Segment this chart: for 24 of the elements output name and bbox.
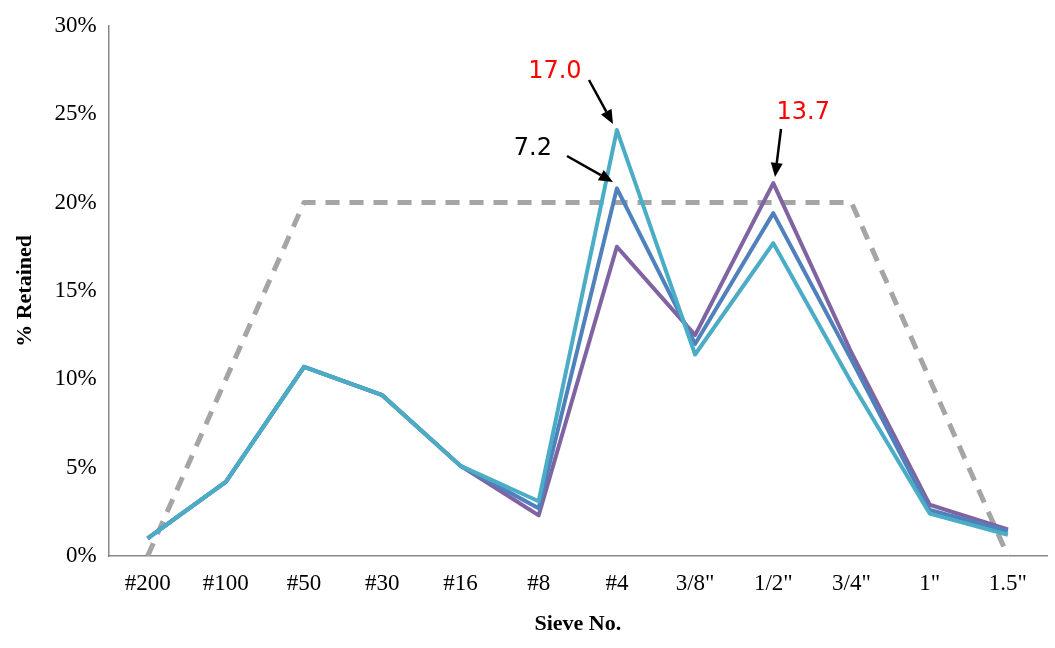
x-tick-label: #4 xyxy=(605,569,629,595)
y-tick-label: 30% xyxy=(54,11,97,37)
x-tick-label: #16 xyxy=(443,569,478,595)
x-tick-label: #8 xyxy=(527,569,551,595)
x-tick-label: #200 xyxy=(124,569,171,595)
y-tick-label: 10% xyxy=(54,365,97,391)
x-tick-label: #100 xyxy=(202,569,249,595)
y-tick-label: 20% xyxy=(54,188,97,214)
x-tick-label: 3/4" xyxy=(832,569,871,595)
x-tick-label: 1.5" xyxy=(988,569,1027,595)
y-tick-label: 25% xyxy=(54,100,97,126)
x-tick-label: #30 xyxy=(365,569,400,595)
y-tick-label: 5% xyxy=(65,453,97,479)
annotation: 7.2 xyxy=(513,132,552,161)
x-tick-label: 1" xyxy=(919,569,941,595)
x-tick-label: 3/8" xyxy=(675,569,715,595)
y-axis-title: % Retained xyxy=(10,234,36,347)
x-axis-title: Sieve No. xyxy=(534,610,622,636)
annotation: 17.0 xyxy=(528,56,582,85)
annotation: 13.7 xyxy=(776,97,831,126)
x-tick-label: 1/2" xyxy=(753,569,793,595)
y-tick-label: 0% xyxy=(65,542,97,568)
y-tick-label: 15% xyxy=(54,276,97,302)
x-tick-label: #50 xyxy=(286,569,322,595)
